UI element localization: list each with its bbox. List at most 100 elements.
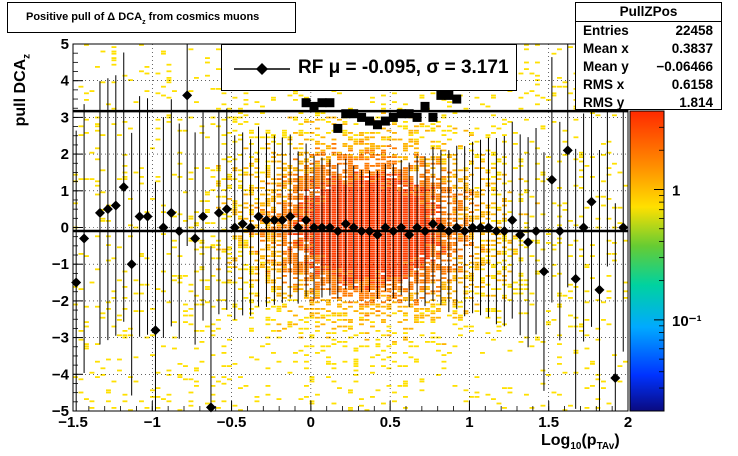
data-point-square xyxy=(309,101,319,111)
data-point xyxy=(118,182,129,193)
data-point xyxy=(372,229,383,240)
x-tick-label: 1 xyxy=(465,414,473,431)
y-tick-label: −1 xyxy=(52,256,69,273)
stats-value: 1.814 xyxy=(679,95,713,110)
series-2 xyxy=(301,90,462,133)
x-tick-label: −1.5 xyxy=(58,414,88,431)
data-point-square xyxy=(412,112,422,122)
data-point xyxy=(253,211,264,222)
data-point xyxy=(420,226,431,237)
stats-row: Entries 22458 xyxy=(576,22,721,40)
x-tick-label: −0.5 xyxy=(217,414,247,431)
stats-label: RMS y xyxy=(583,95,625,110)
data-point xyxy=(277,215,288,226)
data-point xyxy=(594,284,605,295)
data-point xyxy=(515,229,526,240)
color-bar-label: 1 xyxy=(672,182,680,199)
color-bar-ticks: 1 10⁻¹ xyxy=(654,110,702,412)
x-tick-label: 0.5 xyxy=(380,414,401,431)
stats-value: 22458 xyxy=(675,23,713,38)
data-point xyxy=(79,233,90,244)
data-point-square xyxy=(325,98,335,108)
plot-title: Positive pull of Δ DCAz from cosmics muo… xyxy=(7,2,296,33)
data-point xyxy=(301,215,312,226)
data-point-square xyxy=(380,116,390,126)
data-point xyxy=(134,211,145,222)
data-point xyxy=(245,222,256,233)
legend-entry: RF μ = -0.095, σ = 3.171 xyxy=(298,57,509,78)
data-point xyxy=(229,222,240,233)
stats-title: PullZPos xyxy=(576,3,721,22)
data-point xyxy=(261,215,272,226)
data-point xyxy=(309,222,320,233)
data-point xyxy=(166,207,177,218)
data-point-square xyxy=(372,120,382,130)
stats-label: Mean x xyxy=(583,41,629,56)
data-point xyxy=(427,218,438,229)
y-tick-label: 0 xyxy=(61,220,69,237)
data-point xyxy=(110,200,121,211)
x-axis-label: Log10(pTAv) xyxy=(541,432,620,452)
y-tick-label: 4 xyxy=(61,73,70,90)
data-point-square xyxy=(357,112,367,122)
data-point xyxy=(451,222,462,233)
data-point xyxy=(221,204,232,215)
data-point xyxy=(554,226,565,237)
data-point xyxy=(507,215,518,226)
data-point xyxy=(396,222,407,233)
data-point-square xyxy=(436,90,446,100)
x-axis-label-open: (p xyxy=(581,432,597,449)
x-axis-label-sub2: TAv xyxy=(596,441,615,453)
data-point xyxy=(459,226,470,237)
data-point xyxy=(546,174,557,185)
data-point xyxy=(380,222,391,233)
data-point xyxy=(316,222,327,233)
title-sub: z xyxy=(142,19,146,26)
data-point xyxy=(102,204,113,215)
data-point xyxy=(205,402,216,413)
data-point xyxy=(404,229,415,240)
data-point xyxy=(356,226,367,237)
data-point xyxy=(483,222,494,233)
color-bar xyxy=(629,110,665,412)
y-tick-label: −2 xyxy=(52,293,69,310)
x-tick-label: −1 xyxy=(144,414,161,431)
data-point xyxy=(213,207,224,218)
data-point-square xyxy=(333,123,343,133)
data-point xyxy=(388,226,399,237)
data-point xyxy=(523,237,534,248)
data-point xyxy=(467,222,478,233)
stats-value: −0.06466 xyxy=(656,59,713,74)
stats-label: Mean y xyxy=(583,59,629,74)
stats-label: RMS x xyxy=(583,77,625,92)
data-point xyxy=(269,215,280,226)
y-axis-label-main: pull DCA xyxy=(12,58,30,127)
data-point xyxy=(182,90,193,101)
data-point xyxy=(491,226,502,237)
data-point xyxy=(158,222,169,233)
data-point xyxy=(190,233,201,244)
stats-row: Mean y −0.06466 xyxy=(576,58,721,76)
y-tick-label: 1 xyxy=(61,183,69,200)
x-tick-label: 2 xyxy=(624,414,632,431)
x-axis-label-main: Log xyxy=(541,432,571,449)
x-axis-label-sub: 10 xyxy=(570,441,582,453)
data-point xyxy=(174,226,185,237)
stats-label: Entries xyxy=(583,23,629,38)
legend: RF μ = -0.095, σ = 3.171 xyxy=(221,44,517,91)
data-point-square xyxy=(388,112,398,122)
stats-value: 0.3837 xyxy=(671,41,713,56)
data-point-square xyxy=(444,90,454,100)
data-point xyxy=(293,222,304,233)
data-point xyxy=(475,222,486,233)
data-point xyxy=(570,273,581,284)
y-tick-label: −3 xyxy=(52,330,69,347)
data-point-square xyxy=(341,109,351,119)
title-rest: from cosmics muons xyxy=(145,11,260,23)
data-point xyxy=(562,145,573,156)
data-point-square xyxy=(428,112,438,122)
y-tick-label: −5 xyxy=(52,403,69,420)
data-point xyxy=(332,226,343,237)
stats-row: RMS x 0.6158 xyxy=(576,76,721,94)
data-point xyxy=(324,222,335,233)
